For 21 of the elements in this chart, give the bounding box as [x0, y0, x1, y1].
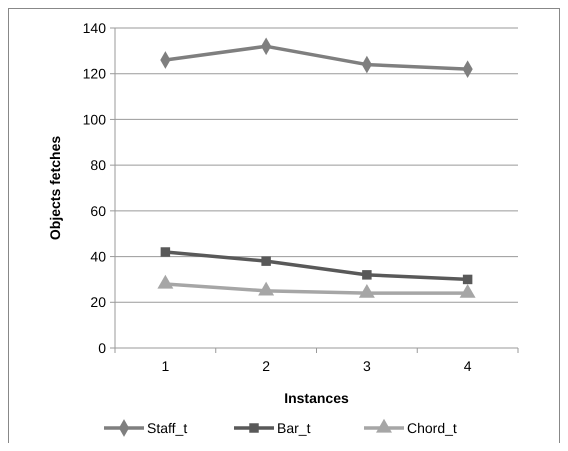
x-tick-label: 2: [262, 358, 270, 374]
y-tick-label: 120: [82, 66, 106, 82]
legend-label: Staff_t: [147, 420, 188, 436]
y-tick-label: 140: [82, 20, 106, 36]
x-tick-label: 3: [362, 358, 371, 374]
point: [157, 274, 174, 289]
point: [358, 284, 375, 298]
x-tick-label: 1: [161, 358, 170, 374]
legend-label: Chord_t: [407, 420, 457, 436]
x-tick-label: 4: [464, 358, 472, 374]
y-tick-label: 60: [90, 202, 106, 219]
y-tick-label: 20: [90, 294, 106, 310]
y-tick-label: 0: [98, 340, 106, 356]
y-axis-title: Objects fetches: [47, 136, 63, 240]
y-tick-label: 80: [90, 157, 106, 174]
y-tick-label: 40: [90, 248, 106, 264]
legend-label: Bar_t: [277, 420, 311, 436]
x-axis-title: Instances: [284, 390, 350, 406]
y-tick-label: 100: [82, 111, 106, 128]
point: [460, 284, 476, 298]
point: [258, 282, 274, 296]
